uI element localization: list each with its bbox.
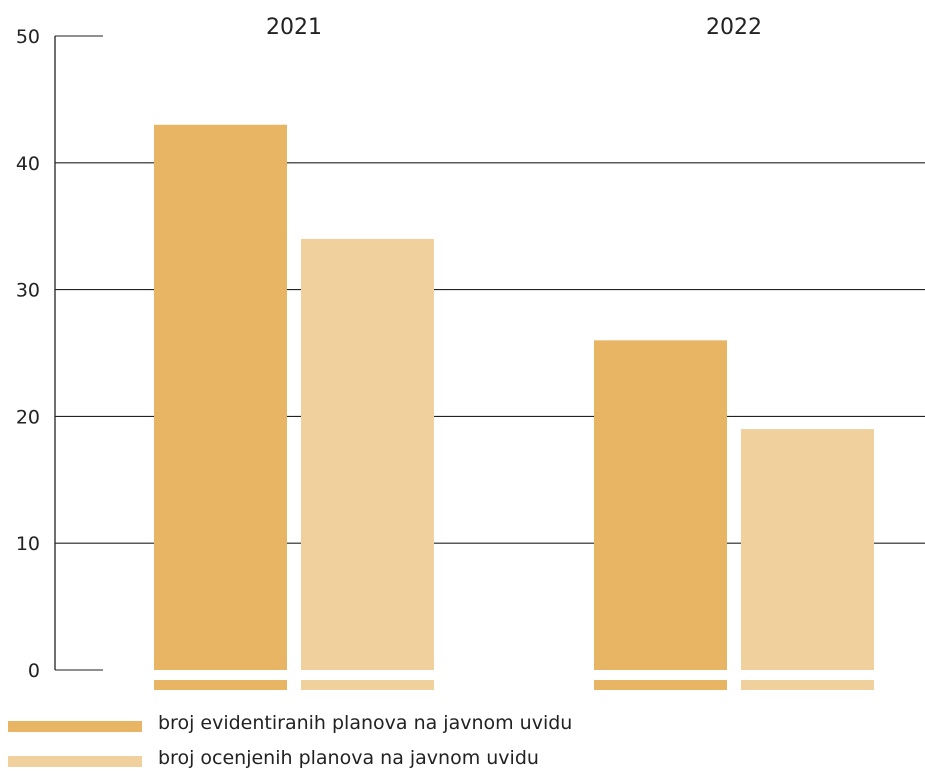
bar-base-2021-series-1 [154, 680, 287, 690]
legend-swatch-series-1 [8, 721, 142, 732]
bars [154, 124, 874, 690]
category-label-2022: 2022 [706, 15, 762, 40]
legend-label-series-2: broj ocenjenih planova na javnom uvidu [158, 747, 539, 769]
bar-base-2021-series-2 [301, 680, 434, 690]
legend: broj evidentiranih planova na javnom uvi… [8, 710, 908, 780]
bar-2021-series-2 [301, 238, 434, 670]
y-tick-label-0: 0 [28, 660, 40, 682]
category-label-2021: 2021 [266, 15, 322, 40]
y-tick-label-20: 20 [16, 406, 40, 428]
legend-label-series-1: broj evidentiranih planova na javnom uvi… [158, 712, 573, 734]
y-tick-label-40: 40 [16, 153, 40, 175]
y-tick-label-50: 50 [16, 26, 40, 48]
legend-swatch-series-2 [8, 756, 142, 767]
y-tick-label-10: 10 [16, 533, 40, 555]
bar-base-2022-series-2 [741, 680, 874, 690]
category-labels: 2021 2022 [266, 15, 762, 40]
legend-item-series-1: broj evidentiranih planova na javnom uvi… [8, 710, 908, 745]
chart-canvas: 0 10 20 30 40 50 2021 2022 [16, 15, 925, 690]
y-tick-label-30: 30 [16, 280, 40, 302]
bar-2021-series-1 [154, 124, 287, 670]
y-axis: 0 10 20 30 40 50 [16, 26, 56, 682]
bar-2022-series-1 [594, 340, 727, 670]
bar-2022-series-2 [741, 429, 874, 670]
bar-base-2022-series-1 [594, 680, 727, 690]
legend-item-series-2: broj ocenjenih planova na javnom uvidu [8, 745, 908, 780]
